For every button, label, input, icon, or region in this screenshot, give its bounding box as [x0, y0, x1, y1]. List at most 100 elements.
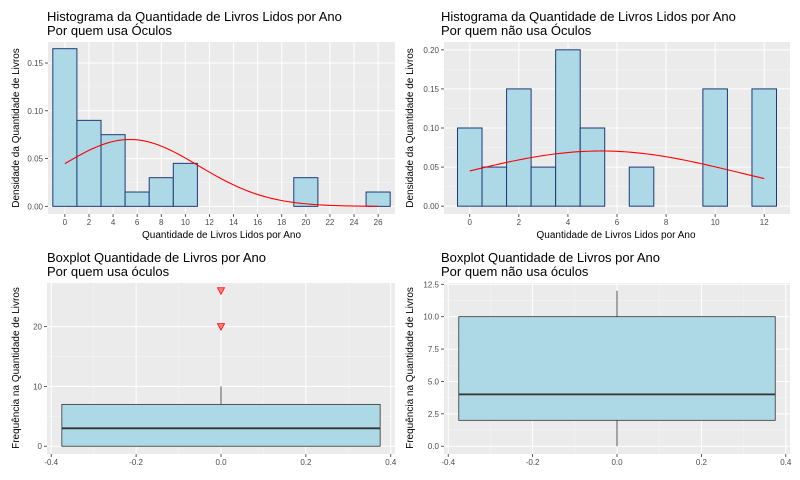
chart-subtitle: Por quem não usa Óculos	[441, 23, 592, 38]
y-tick-label: 0.05	[27, 155, 43, 164]
x-tick-label: 6	[135, 218, 140, 227]
x-tick-label: 4	[111, 218, 116, 227]
x-axis-label: Quantidade de Livros Lidos por Ano	[142, 230, 301, 240]
chart-title: Boxplot Quantidade de Livros por Ano	[47, 250, 266, 265]
histogram-bar	[751, 88, 778, 207]
x-tick-label: 0.2	[696, 458, 708, 467]
data-marks	[456, 49, 778, 207]
histogram-bar	[293, 177, 319, 207]
data-marks	[458, 290, 776, 447]
y-tick-label: 0.15	[27, 59, 43, 68]
boxplot-no-glasses-chart: Boxplot Quantidade de Livros por Ano Por…	[405, 250, 792, 467]
x-tick-label: 12	[760, 218, 769, 227]
normal-density-curve	[469, 150, 765, 180]
y-tick-label: 0.10	[27, 107, 43, 116]
chart-title: Histograma da Quantidade de Livros Lidos…	[47, 9, 342, 24]
histogram-bar	[76, 119, 102, 207]
x-tick-label: 26	[374, 218, 383, 227]
histogram-bar	[148, 177, 174, 207]
chart-title: Boxplot Quantidade de Livros por Ano	[441, 250, 660, 265]
box-iqr	[61, 403, 381, 447]
x-tick-label: -0.4	[441, 458, 455, 467]
histogram-bar	[124, 191, 150, 207]
histogram-bar	[579, 127, 606, 207]
y-axis-label: Frequência na Quantidade de Livros	[11, 287, 22, 449]
chart-title: Histograma da Quantidade de Livros Lidos…	[441, 9, 736, 24]
outlier-point	[216, 323, 226, 331]
x-tick-labels: -0.4 -0.2 0.0 0.2 0.4	[441, 454, 792, 467]
y-tick-label: 10	[33, 382, 42, 391]
normal-density-curve	[64, 138, 379, 207]
y-axis-label: Densidade da Quantidade de Livros	[405, 48, 416, 208]
y-tick-labels: 0.0 2.5 5.0 7.5 10.0 12.5	[423, 280, 444, 451]
x-tick-labels: 0 2 4 6 8 10 12	[468, 214, 769, 227]
chart-subtitle: Por quem usa óculos	[47, 264, 170, 279]
x-tick-label: 22	[325, 218, 334, 227]
x-tick-label: 0	[63, 218, 68, 227]
x-tick-label: 16	[253, 218, 262, 227]
data-marks	[52, 48, 391, 207]
y-tick-label: 0.0	[428, 442, 440, 451]
chart-subtitle: Por quem não usa óculos	[441, 264, 589, 279]
x-tick-label: 8	[159, 218, 164, 227]
x-tick-label: 2	[87, 218, 92, 227]
histogram-glasses-chart: Histograma da Quantidade de Livros Lidos…	[11, 9, 395, 240]
y-tick-label: 0.00	[423, 202, 439, 211]
histogram-no-glasses-chart: Histograma da Quantidade de Livros Lidos…	[405, 9, 790, 240]
x-tick-label: 0.0	[215, 458, 227, 467]
x-axis-label: Quantidade de Livros Lidos por Ano	[537, 230, 696, 240]
x-tick-label: 0	[468, 218, 473, 227]
y-tick-labels: 0 10 20	[33, 323, 47, 451]
x-tick-label: -0.2	[129, 458, 143, 467]
x-tick-labels: 0 2 4 6 8 10 12 14 16 18 20 22 24 26	[63, 214, 383, 227]
x-tick-label: 24	[350, 218, 359, 227]
y-tick-label: 0.15	[423, 85, 439, 94]
y-tick-label: 20	[33, 323, 42, 332]
histogram-glasses-panel: Histograma da Quantidade de Livros Lidos…	[0, 0, 400, 240]
data-marks	[61, 287, 381, 447]
y-tick-label: 12.5	[423, 280, 439, 289]
box-iqr	[458, 316, 776, 421]
y-axis-label: Densidade da Quantidade de Livros	[11, 48, 22, 208]
histogram-bar	[702, 88, 728, 207]
y-tick-labels: 0.00 0.05 0.10 0.15	[27, 59, 48, 211]
x-tick-label: 0.0	[611, 458, 623, 467]
boxplot-glasses-panel: Boxplot Quantidade de Livros por Ano Por…	[0, 240, 400, 480]
y-axis-label: Frequência na Quantidade de Livros	[405, 287, 416, 449]
x-tick-label: -0.4	[44, 458, 58, 467]
x-tick-label: 12	[205, 218, 214, 227]
y-tick-label: 0.00	[27, 202, 43, 211]
x-tick-label: 20	[301, 218, 310, 227]
boxplot-glasses-chart: Boxplot Quantidade de Livros por Ano Por…	[11, 250, 397, 467]
x-tick-label: 2	[517, 218, 522, 227]
histogram-bar	[365, 191, 391, 207]
x-tick-label: 0.2	[300, 458, 312, 467]
x-tick-label: 0.4	[780, 458, 792, 467]
y-tick-label: 0.10	[423, 124, 439, 133]
y-tick-label: 2.5	[428, 410, 440, 419]
histogram-bar	[100, 134, 126, 207]
y-tick-label: 5.0	[428, 377, 440, 386]
x-tick-label: 0.4	[385, 458, 397, 467]
x-tick-label: 10	[181, 218, 190, 227]
histogram-bar	[481, 166, 508, 207]
histogram-bar	[555, 49, 581, 207]
x-tick-label: 4	[566, 218, 571, 227]
histogram-bar	[172, 162, 198, 207]
histogram-bar	[52, 48, 78, 207]
x-tick-label: 10	[711, 218, 720, 227]
x-tick-label: 8	[664, 218, 669, 227]
chart-subtitle: Por quem usa Óculos	[47, 23, 173, 38]
x-tick-label: 6	[615, 218, 620, 227]
y-tick-label: 7.5	[428, 345, 440, 354]
y-tick-label: 0.20	[423, 46, 439, 55]
y-tick-label: 0.05	[423, 163, 439, 172]
y-tick-label: 10.0	[423, 313, 439, 322]
x-tick-labels: -0.4 -0.2 0.0 0.2 0.4	[44, 454, 397, 467]
x-tick-label: -0.2	[526, 458, 540, 467]
y-tick-labels: 0.00 0.05 0.10 0.15 0.20	[423, 46, 444, 211]
outlier-point	[216, 287, 226, 296]
histogram-bar	[628, 166, 655, 207]
histogram-bar	[530, 166, 557, 207]
histogram-bar	[456, 127, 483, 207]
